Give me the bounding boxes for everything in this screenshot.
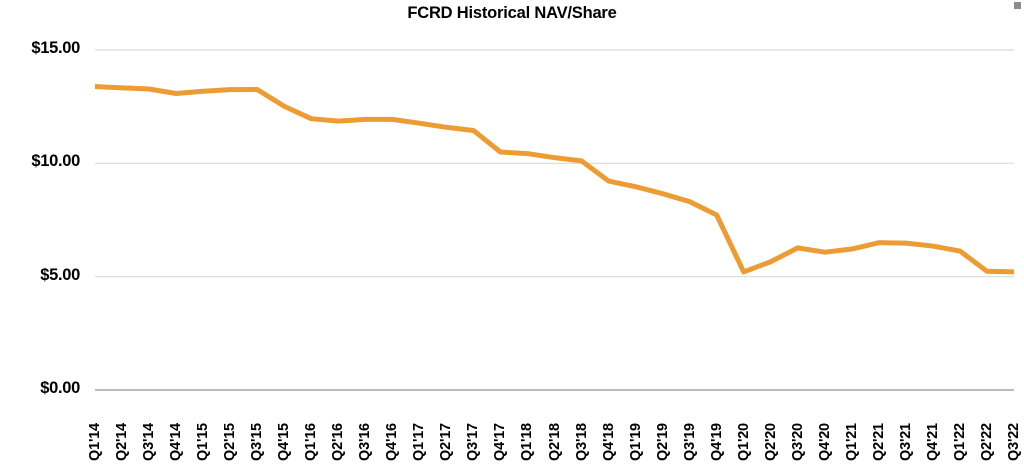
x-axis-tick-label: Q1'14 bbox=[87, 423, 103, 461]
x-axis-tick-label: Q2'22 bbox=[978, 423, 995, 461]
x-axis-tick-label: Q3'18 bbox=[573, 423, 590, 461]
x-axis-tick-label: Q4'14 bbox=[168, 423, 185, 461]
x-axis-tick-label: Q2'15 bbox=[222, 423, 239, 461]
x-axis-tick-label: Q1'15 bbox=[195, 423, 212, 461]
x-axis-tick-label: Q1'17 bbox=[411, 423, 428, 461]
y-axis-tick-label: $0.00 bbox=[40, 379, 80, 397]
x-axis-tick-label: Q2'18 bbox=[546, 423, 563, 461]
corner-marker-icon bbox=[1014, 2, 1021, 9]
chart-title: FCRD Historical NAV/Share bbox=[407, 4, 617, 22]
x-axis-tick-label: Q2'19 bbox=[654, 423, 671, 461]
x-axis-tick-label: Q2'17 bbox=[438, 423, 455, 461]
x-axis-tick-label: Q3'14 bbox=[141, 423, 158, 461]
gridlines-group bbox=[95, 49, 1014, 391]
x-axis-tick-label: Q3'15 bbox=[249, 423, 266, 461]
x-axis-tick-label: Q1'20 bbox=[735, 423, 752, 461]
x-axis-tick-label: Q3'20 bbox=[789, 423, 806, 461]
x-axis-tick-label: Q1'19 bbox=[627, 423, 644, 461]
x-axis-tick-label: Q1'18 bbox=[519, 423, 536, 461]
x-axis-labels: Q1'14 Q2'14 Q3'14 Q4'14 Q1'15 Q2'15 Q3'15 Q4'15… bbox=[0, 395, 1024, 464]
x-axis-tick-label: Q2'21 bbox=[870, 423, 887, 461]
x-axis-tick-label: Q3'19 bbox=[681, 423, 698, 461]
x-axis-tick-label: Q4'15 bbox=[276, 423, 293, 461]
x-axis-tick-label: Q3'17 bbox=[465, 423, 482, 461]
data-line bbox=[94, 83, 1015, 275]
x-axis-tick-label: Q2'20 bbox=[762, 423, 779, 461]
x-axis-tick-label: Q4'17 bbox=[492, 423, 509, 461]
y-axis-tick-label: $15.00 bbox=[31, 39, 80, 57]
y-axis-tick-label: $5.00 bbox=[40, 265, 80, 284]
x-axis-tick-label: Q2'16 bbox=[330, 423, 347, 461]
x-axis-tick-label: Q3'16 bbox=[357, 423, 374, 461]
x-axis-tick-label: Q2'14 bbox=[114, 423, 131, 461]
x-axis-tick-label: Q4'20 bbox=[816, 423, 833, 461]
x-axis-tick-label: Q4'21 bbox=[924, 423, 941, 461]
x-axis-tick-label: Q3'22 bbox=[1006, 423, 1022, 461]
x-axis-tick-label: Q3'21 bbox=[897, 423, 914, 461]
x-axis-tick-label: Q4'18 bbox=[600, 423, 617, 461]
series-group bbox=[94, 83, 1015, 275]
y-axis-tick-label: $10.00 bbox=[31, 152, 80, 171]
x-axis-tick-label: Q4'19 bbox=[708, 423, 725, 461]
x-axis-tick-label: Q1'21 bbox=[843, 423, 860, 461]
x-axis-tick-label: Q4'16 bbox=[384, 423, 401, 461]
x-axis-tick-label: Q1'16 bbox=[303, 423, 320, 461]
x-axis-tick-label: Q1'22 bbox=[951, 423, 968, 461]
